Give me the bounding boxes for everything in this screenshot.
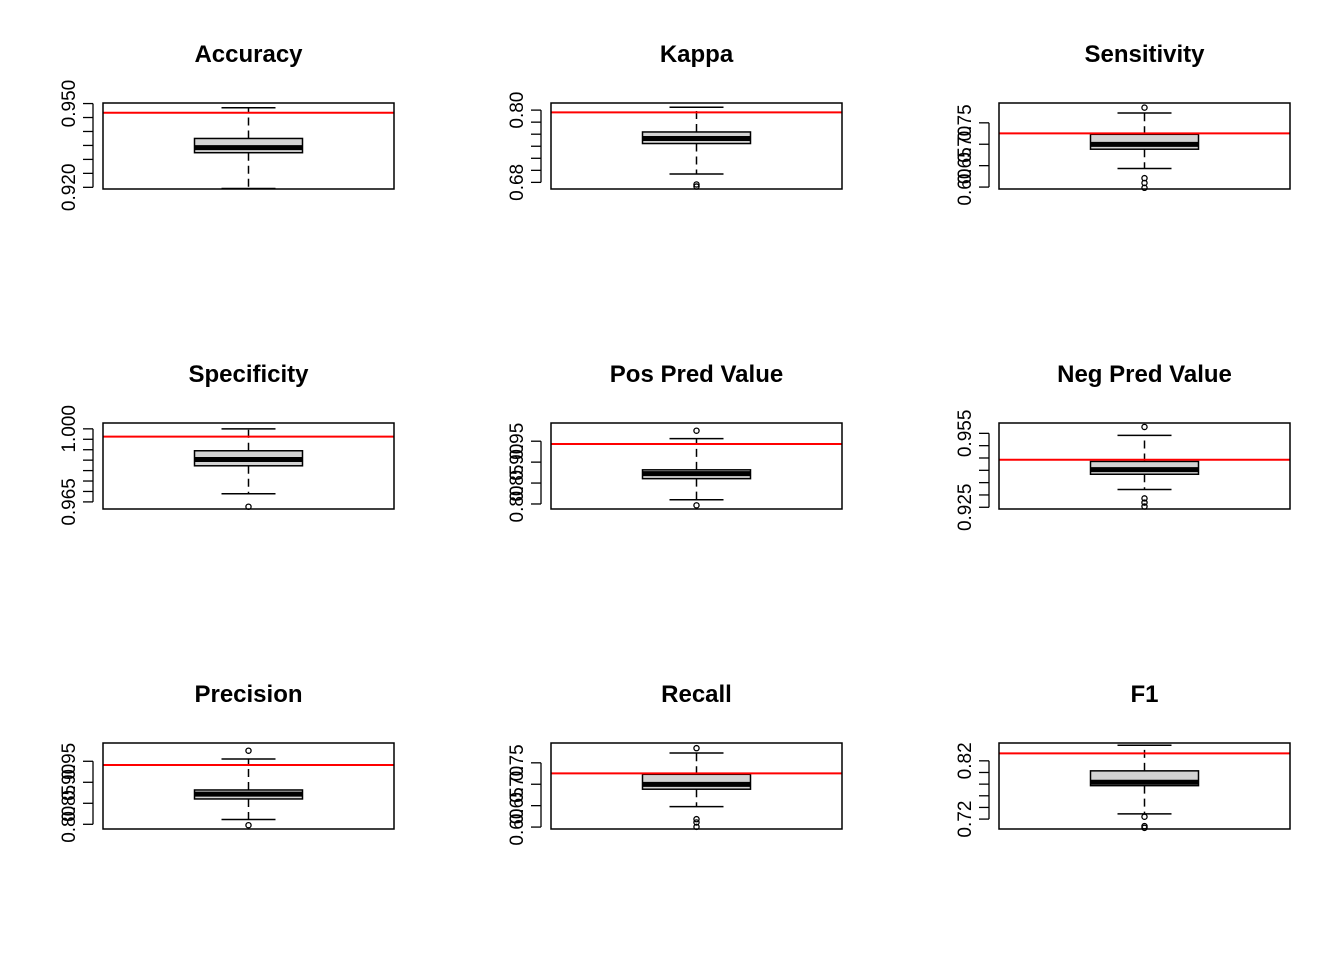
plot-frame — [102, 102, 395, 190]
boxplot-panel: Kappa 0.68 0.80 — [507, 41, 843, 201]
y-tick-label: 0.70 — [955, 126, 976, 163]
y-tick-label: 0.920 — [59, 164, 80, 212]
boxplot-panel: Accuracy 0.920 0.950 — [59, 41, 395, 212]
y-tick-label: 0.60 — [507, 809, 528, 846]
y-tick-label: 0.95 — [59, 743, 80, 780]
y-tick-label: 0.60 — [955, 169, 976, 206]
y-tick-label: 0.85 — [59, 785, 80, 822]
outlier-point — [1141, 495, 1148, 502]
boxplot-panel: Sensitivity 0.600.650.700.75 — [955, 41, 1291, 206]
outlier-point — [1141, 813, 1148, 821]
panel-title: Recall — [661, 681, 732, 708]
y-tick-label: 0.72 — [955, 801, 976, 838]
outlier-point — [693, 744, 700, 752]
y-tick-label: 0.75 — [955, 104, 976, 141]
plot-frame — [550, 102, 843, 190]
plot-frame — [102, 422, 395, 510]
outlier-point — [693, 819, 700, 826]
outlier-point — [1141, 174, 1148, 182]
boxplot-panel: Neg Pred Value 0.925 0.955 — [955, 361, 1291, 532]
outlier-point — [245, 821, 252, 829]
outlier-point — [1141, 423, 1148, 431]
plot-frame — [550, 742, 843, 830]
panel-title: F1 — [1130, 681, 1158, 708]
panel-title: Accuracy — [194, 41, 303, 68]
panel-title: Precision — [194, 681, 302, 708]
outlier-point — [1141, 104, 1148, 111]
panel-title: Neg Pred Value — [1057, 361, 1232, 388]
plot-frame — [102, 742, 395, 830]
panel-title: Specificity — [188, 361, 309, 388]
iqr-box — [1089, 133, 1200, 150]
plot-frame — [998, 742, 1291, 830]
y-tick-label: 0.80 — [507, 485, 528, 522]
plot-frame — [998, 102, 1291, 190]
outlier-point — [1141, 499, 1148, 506]
y-tick-label: 0.65 — [507, 787, 528, 824]
y-tick-label: 0.955 — [955, 410, 976, 458]
plot-frame — [550, 422, 843, 510]
outlier-point — [693, 502, 700, 509]
y-tick-label: 0.80 — [59, 806, 80, 843]
y-tick-label: 0.950 — [59, 80, 80, 128]
panel-title: Pos Pred Value — [610, 361, 783, 388]
y-tick-label: 0.68 — [507, 164, 528, 201]
boxplot-panel: Pos Pred Value 0.800.850.900.95 — [507, 361, 843, 522]
y-tick-label: 0.85 — [507, 465, 528, 502]
boxplot-panel: F1 0.72 0.82 — [955, 681, 1291, 838]
plot-frame — [998, 422, 1291, 510]
outlier-point — [693, 181, 700, 188]
y-tick-label: 1.000 — [59, 405, 80, 453]
outlier-point — [693, 815, 700, 823]
boxplot-panel: Precision 0.800.850.900.95 — [59, 681, 395, 843]
boxplot-panel: Specificity 0.965 1.000 — [59, 361, 395, 526]
iqr-box — [641, 773, 752, 790]
y-tick-label: 0.95 — [507, 423, 528, 460]
y-tick-label: 0.90 — [59, 764, 80, 801]
y-tick-label: 0.70 — [507, 766, 528, 803]
boxplot-panel: Recall 0.600.650.700.75 — [507, 681, 843, 846]
panel-title: Kappa — [660, 41, 734, 68]
y-tick-label: 0.80 — [507, 92, 528, 129]
y-tick-label: 0.90 — [507, 444, 528, 481]
y-tick-label: 0.965 — [59, 478, 80, 526]
outlier-point — [693, 427, 700, 434]
y-tick-label: 0.925 — [955, 484, 976, 532]
panel-title: Sensitivity — [1084, 41, 1205, 68]
y-tick-label: 0.75 — [507, 744, 528, 781]
y-tick-label: 0.65 — [955, 147, 976, 184]
outlier-point — [245, 747, 252, 754]
y-tick-label: 0.82 — [955, 742, 976, 779]
